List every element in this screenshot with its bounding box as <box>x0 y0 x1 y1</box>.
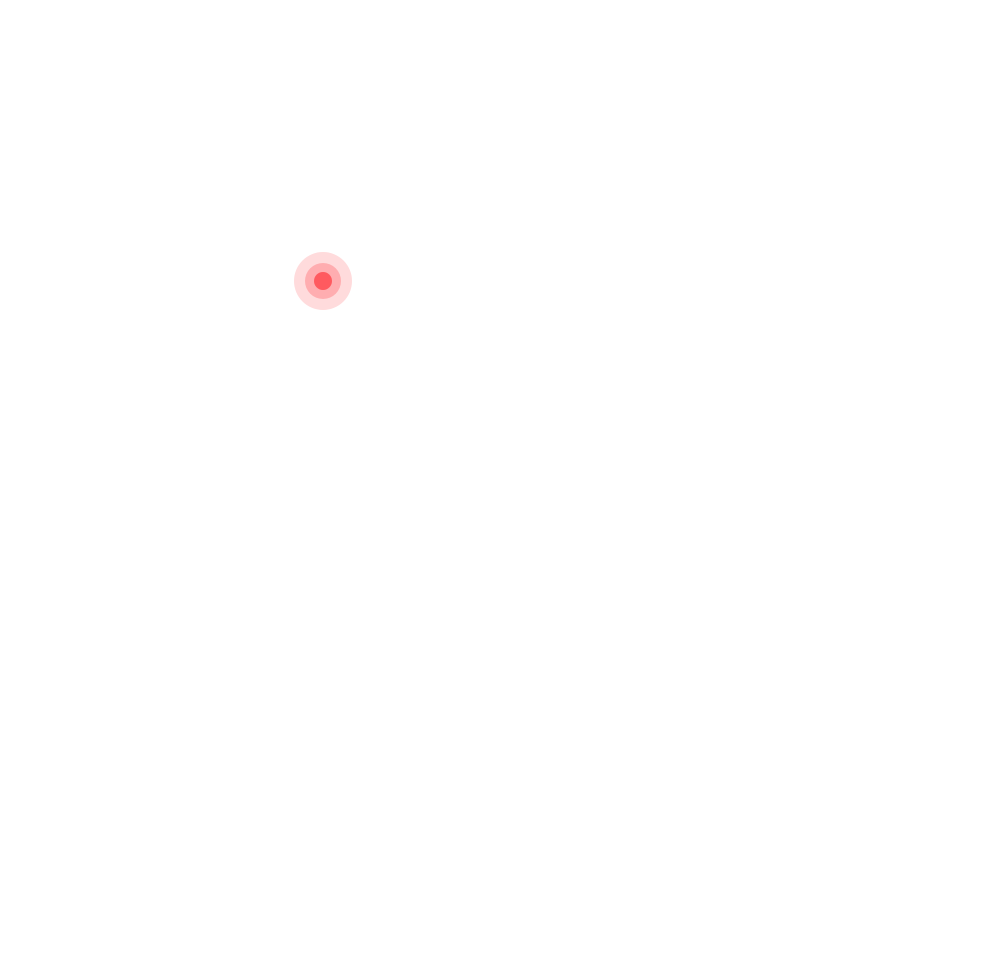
pulsing-dot-icon <box>314 272 332 290</box>
pulsing-dot-marker[interactable] <box>294 252 352 310</box>
